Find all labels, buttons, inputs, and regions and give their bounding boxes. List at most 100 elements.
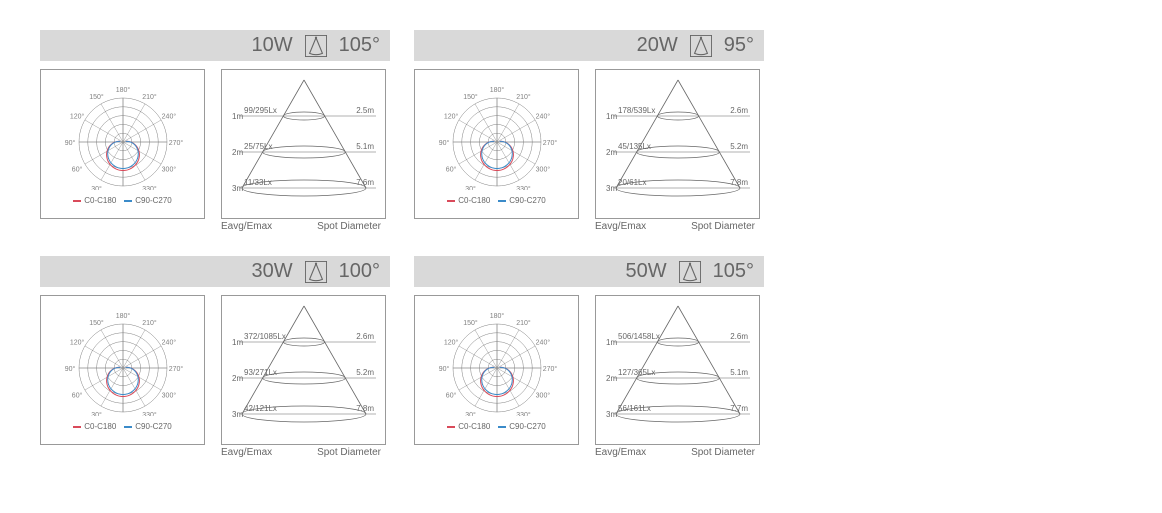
cone-distance-label: 2m xyxy=(606,148,617,157)
cone-panel: 1m99/295Lx2.5m2m25/75Lx5.1m3m11/33Lx7.6m xyxy=(221,69,386,219)
wattage-label: 20W xyxy=(637,34,678,57)
polar-chart: 0°30°60°90°120°150°180°210°240°270°300°3… xyxy=(48,76,198,190)
cone-spot-diameter: 5.2m xyxy=(730,142,748,151)
wattage-label: 30W xyxy=(252,260,293,283)
cone-eavg-emax: 99/295Lx xyxy=(244,106,277,115)
polar-angle-label: 270° xyxy=(168,139,183,147)
cone-distance-label: 1m xyxy=(232,338,243,347)
legend-c90: C90-C270 xyxy=(498,422,545,431)
polar-legend: C0-C180 C90-C270 xyxy=(73,196,171,205)
polar-angle-label: 240° xyxy=(161,339,176,347)
eavg-emax-axis-label: Eavg/Emax xyxy=(595,447,646,458)
polar-angle-label: 150° xyxy=(89,319,104,327)
polar-angle-label: 120° xyxy=(443,113,458,121)
spot-diameter-axis-label: Spot Diameter xyxy=(317,221,381,232)
polar-angle-label: 330° xyxy=(516,185,531,190)
photometric-spec: 50W 105° 0°30°60°90°120°150°180°210°240°… xyxy=(414,256,764,458)
polar-chart: 0°30°60°90°120°150°180°210°240°270°300°3… xyxy=(422,302,572,416)
legend-c0: C0-C180 xyxy=(73,422,116,431)
spec-header: 20W 95° xyxy=(414,30,764,61)
polar-angle-label: 60° xyxy=(71,392,82,400)
polar-angle-label: 300° xyxy=(161,392,176,400)
beam-angle-label: 95° xyxy=(724,34,754,57)
polar-angle-label: 30° xyxy=(465,185,476,190)
polar-angle-label: 30° xyxy=(91,185,102,190)
beam-angle-icon xyxy=(305,261,327,283)
photometric-spec: 20W 95° 0°30°60°90°120°150°180°210°240°2… xyxy=(414,30,764,232)
polar-angle-label: 60° xyxy=(445,166,456,174)
polar-angle-label: 210° xyxy=(142,93,157,101)
cone-panel: 1m372/1085Lx2.6m2m93/271Lx5.2m3m42/121Lx… xyxy=(221,295,386,445)
spot-diameter-axis-label: Spot Diameter xyxy=(691,221,755,232)
spec-grid: 10W 105° 0°30°60°90°120°150°180°210°240°… xyxy=(40,30,1122,458)
cone-spot-diameter: 2.6m xyxy=(730,332,748,341)
cone-spot-diameter: 5.1m xyxy=(730,368,748,377)
beam-angle-icon xyxy=(305,35,327,57)
cone-panel: 1m178/539Lx2.6m2m45/135Lx5.2m3m20/61Lx7.… xyxy=(595,69,760,219)
cone-distance-label: 3m xyxy=(232,184,243,193)
polar-angle-label: 90° xyxy=(64,365,75,373)
polar-angle-label: 210° xyxy=(142,319,157,327)
polar-angle-label: 120° xyxy=(443,339,458,347)
polar-angle-label: 150° xyxy=(463,319,478,327)
spot-diameter-axis-label: Spot Diameter xyxy=(317,447,381,458)
cone-axis-labels: Eavg/Emax Spot Diameter xyxy=(595,447,755,458)
cone-eavg-emax: 45/135Lx xyxy=(618,142,651,151)
cone-eavg-emax: 127/365Lx xyxy=(618,368,655,377)
polar-legend: C0-C180 C90-C270 xyxy=(73,422,171,431)
polar-chart: 0°30°60°90°120°150°180°210°240°270°300°3… xyxy=(48,302,198,416)
cone-spot-diameter: 2.6m xyxy=(730,106,748,115)
eavg-emax-axis-label: Eavg/Emax xyxy=(221,447,272,458)
legend-c90: C90-C270 xyxy=(124,422,171,431)
polar-angle-label: 240° xyxy=(161,113,176,121)
polar-panel: 0°30°60°90°120°150°180°210°240°270°300°3… xyxy=(414,295,579,445)
photometric-spec: 10W 105° 0°30°60°90°120°150°180°210°240°… xyxy=(40,30,390,232)
spec-header: 50W 105° xyxy=(414,256,764,287)
polar-legend: C0-C180 C90-C270 xyxy=(447,196,545,205)
eavg-emax-axis-label: Eavg/Emax xyxy=(595,221,646,232)
polar-angle-label: 60° xyxy=(445,392,456,400)
wattage-label: 50W xyxy=(626,260,667,283)
polar-angle-label: 270° xyxy=(542,365,557,373)
polar-angle-label: 30° xyxy=(465,411,476,416)
polar-angle-label: 150° xyxy=(463,93,478,101)
polar-panel: 0°30°60°90°120°150°180°210°240°270°300°3… xyxy=(40,295,205,445)
polar-angle-label: 240° xyxy=(535,113,550,121)
cone-distance-label: 2m xyxy=(232,148,243,157)
polar-angle-label: 300° xyxy=(535,392,550,400)
eavg-emax-axis-label: Eavg/Emax xyxy=(221,221,272,232)
cone-distance-label: 1m xyxy=(606,112,617,121)
spec-header: 10W 105° xyxy=(40,30,390,61)
polar-angle-label: 180° xyxy=(115,312,130,320)
polar-angle-label: 210° xyxy=(516,319,531,327)
spot-diameter-axis-label: Spot Diameter xyxy=(691,447,755,458)
cone-eavg-emax: 372/1085Lx xyxy=(244,332,286,341)
polar-angle-label: 180° xyxy=(489,86,504,94)
photometric-spec: 30W 100° 0°30°60°90°120°150°180°210°240°… xyxy=(40,256,390,458)
polar-angle-label: 30° xyxy=(91,411,102,416)
cone-spot-diameter: 5.1m xyxy=(356,142,374,151)
polar-angle-label: 330° xyxy=(142,411,157,416)
cone-spot-diameter: 7.8m xyxy=(356,404,374,413)
polar-chart: 0°30°60°90°120°150°180°210°240°270°300°3… xyxy=(422,76,572,190)
cone-panel: 1m506/1458Lx2.6m2m127/365Lx5.1m3m56/161L… xyxy=(595,295,760,445)
polar-angle-label: 240° xyxy=(535,339,550,347)
polar-angle-label: 120° xyxy=(69,339,84,347)
beam-angle-icon xyxy=(690,35,712,57)
legend-c0: C0-C180 xyxy=(73,196,116,205)
polar-angle-label: 210° xyxy=(516,93,531,101)
beam-angle-label: 105° xyxy=(339,34,380,57)
polar-angle-label: 270° xyxy=(542,139,557,147)
cone-distance-label: 3m xyxy=(606,410,617,419)
cone-distance-label: 3m xyxy=(606,184,617,193)
legend-c0: C0-C180 xyxy=(447,422,490,431)
wattage-label: 10W xyxy=(252,34,293,57)
polar-angle-label: 300° xyxy=(535,166,550,174)
legend-c90: C90-C270 xyxy=(124,196,171,205)
polar-angle-label: 120° xyxy=(69,113,84,121)
cone-chart: 1m506/1458Lx2.6m2m127/365Lx5.1m3m56/161L… xyxy=(602,302,754,438)
polar-angle-label: 90° xyxy=(64,139,75,147)
polar-angle-label: 90° xyxy=(438,139,449,147)
cone-distance-label: 1m xyxy=(232,112,243,121)
polar-angle-label: 180° xyxy=(115,86,130,94)
